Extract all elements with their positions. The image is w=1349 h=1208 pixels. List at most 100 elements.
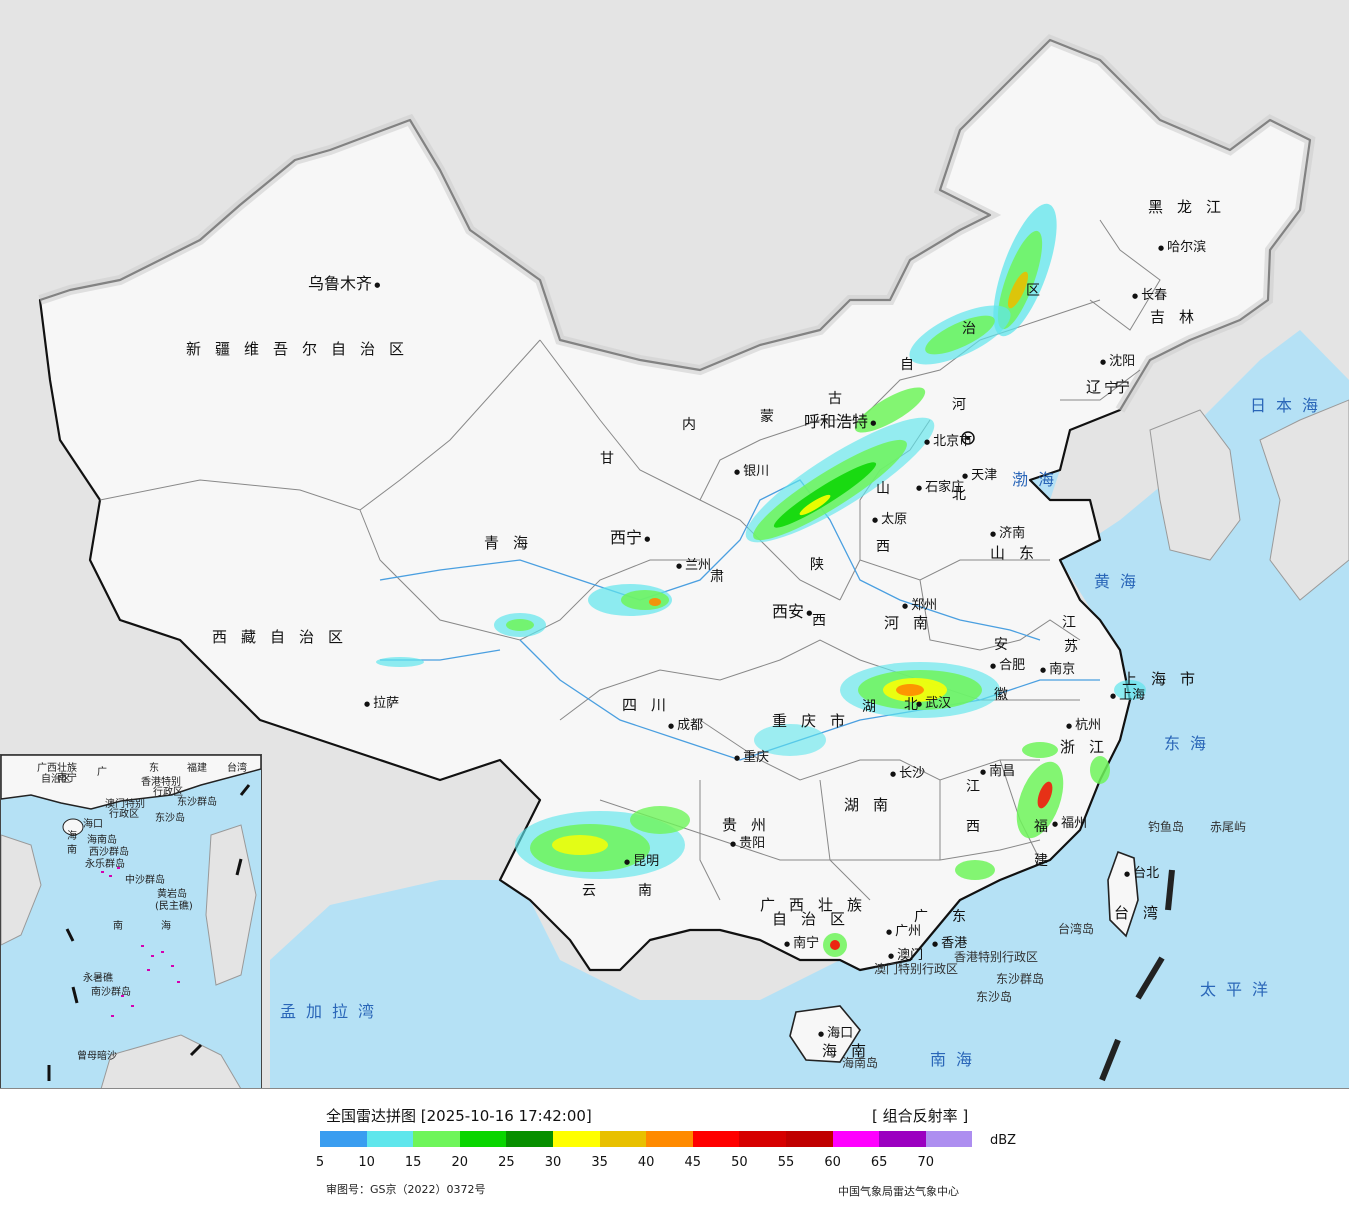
province-label: 黑龙江 xyxy=(1148,198,1236,216)
color-swatch xyxy=(599,1131,647,1147)
color-swatch xyxy=(413,1131,460,1147)
scale-tick: 15 xyxy=(404,1155,422,1170)
inset-label: 东沙群岛 xyxy=(177,797,217,808)
province-label: 陕 xyxy=(810,557,824,573)
inset-islands xyxy=(101,867,180,1017)
province-label: 山 xyxy=(876,481,890,497)
province-label: 浙江 xyxy=(1060,738,1119,756)
inset-label: 自治区 xyxy=(41,774,71,785)
inset-label: 澳门特别 xyxy=(105,799,145,810)
color-swatch xyxy=(320,1131,367,1147)
color-swatch xyxy=(692,1131,740,1147)
color-swatch xyxy=(366,1131,414,1147)
island-label: 东沙群岛 xyxy=(996,972,1045,986)
city-label: 昆明 xyxy=(624,850,659,869)
island-label: 钓鱼岛 xyxy=(1148,820,1185,834)
city-label: 重庆 xyxy=(734,746,769,765)
inset-label: 永乐群岛 xyxy=(85,859,125,870)
province-label: 湖 xyxy=(862,699,876,715)
city-label: 南宁 xyxy=(784,932,819,951)
city-label: 南京 xyxy=(1040,658,1075,677)
province-label: 古 xyxy=(828,391,842,407)
island-label: 台湾岛 xyxy=(1058,922,1095,936)
province-label: 重庆市 xyxy=(772,712,860,730)
city-label: 西安 xyxy=(772,598,812,622)
inset-label: 东 xyxy=(149,763,159,774)
city-label: 拉萨 xyxy=(364,692,399,711)
scale-tick: 70 xyxy=(917,1155,935,1170)
south-china-sea-inset: 广西壮族 自治区 南宁广东福建 台湾 香港特别 行政区 澳门特别 行政区 东沙群岛 东沙岛 海口海南… xyxy=(0,754,262,1088)
inset-canvas xyxy=(1,755,261,1088)
province-label: 北 xyxy=(904,697,918,713)
city-label: 西宁 xyxy=(610,524,650,548)
province-label: 江 xyxy=(1062,615,1076,631)
maritime-boundary xyxy=(1099,869,1175,1082)
scale-tick: 55 xyxy=(777,1155,795,1170)
province-label: 自治区 xyxy=(772,910,860,928)
city-label: 济南 xyxy=(990,522,1025,541)
sea-label: 渤海 xyxy=(1012,470,1065,489)
province-label: 辽宁 xyxy=(1086,378,1145,396)
province-label: 青海 xyxy=(484,534,543,552)
province-label: 西 xyxy=(966,819,980,835)
province-label: 江 xyxy=(966,779,980,795)
province-label: 西 xyxy=(812,613,826,629)
province-label: 内 xyxy=(682,417,696,433)
city-label: 台北 xyxy=(1124,862,1159,881)
province-label: 吉林 xyxy=(1150,308,1209,326)
scale-tick: 40 xyxy=(637,1155,655,1170)
city-label: 成都 xyxy=(668,714,703,733)
inset-nine-dash xyxy=(47,784,251,1081)
province-label: 安 xyxy=(994,637,1008,653)
city-label: 北京市 xyxy=(924,430,972,449)
scale-tick: 10 xyxy=(358,1155,375,1170)
inset-label: 永暑礁 xyxy=(83,973,113,984)
city-label: 武汉 xyxy=(916,692,951,711)
radar-map[interactable]: 新疆维吾尔自治区 西藏自治区 青海甘肃内蒙古自治区黑龙江 吉林 辽宁河北山西山东陕西河南… xyxy=(0,0,1349,1089)
inset-label: 南 xyxy=(67,845,77,856)
inset-label: 南 xyxy=(113,921,123,932)
city-label: 天津 xyxy=(962,464,997,483)
japan xyxy=(1259,399,1349,601)
city-label: 澳门 xyxy=(888,944,923,963)
ocean xyxy=(270,330,1349,1088)
inset-label: 海口 xyxy=(83,819,103,830)
color-swatch xyxy=(879,1131,926,1147)
sea-label: 孟加拉湾 xyxy=(280,1002,385,1021)
color-swatch xyxy=(832,1131,880,1147)
province-label: 宁 xyxy=(1104,381,1118,397)
province-label: 台湾 xyxy=(1114,904,1173,922)
province-label: 河南 xyxy=(884,614,943,632)
product-name: [ 组合反射率 ] xyxy=(872,1107,969,1125)
inset-label: 南宁 xyxy=(57,773,77,784)
province-label: 广西壮族 xyxy=(760,896,877,914)
city-label: 贵阳 xyxy=(730,832,765,851)
city-label: 海口 xyxy=(818,1022,853,1041)
inset-label: 海南岛 xyxy=(87,835,117,846)
inset-label: 海 xyxy=(67,831,77,842)
province-label: 肃 xyxy=(710,569,724,585)
island-label: 东沙岛 xyxy=(976,990,1013,1004)
province-label: 自 xyxy=(900,357,914,373)
province-label: 四川 xyxy=(622,696,681,714)
island-label: 香港特别行政区 xyxy=(954,950,1039,964)
province-label: 新疆维吾尔自治区 xyxy=(186,340,419,358)
city-label: 香港 xyxy=(932,932,967,951)
city-label: 上海 xyxy=(1110,684,1145,703)
inset-label: 台湾 xyxy=(227,763,247,774)
province-label: 东 xyxy=(952,909,966,925)
inset-label: 福建 xyxy=(187,763,207,774)
scale-tick: 50 xyxy=(731,1155,748,1170)
city-label: 杭州 xyxy=(1066,714,1101,733)
province-label: 西藏自治区 xyxy=(212,628,358,646)
color-swatch xyxy=(506,1131,553,1147)
color-swatch xyxy=(552,1131,600,1147)
city-label: 长春 xyxy=(1132,284,1167,303)
province-label: 贵州 xyxy=(722,816,781,834)
scale-tick: 25 xyxy=(498,1155,515,1170)
island-label: 澳门特别行政区 xyxy=(874,962,959,976)
map-approval-number: 审图号：GS京（2022）0372号 xyxy=(326,1183,486,1196)
korea-peninsula xyxy=(1149,409,1241,561)
inset-label: 广西壮族 xyxy=(37,763,77,774)
city-label: 石家庄 xyxy=(916,476,964,495)
